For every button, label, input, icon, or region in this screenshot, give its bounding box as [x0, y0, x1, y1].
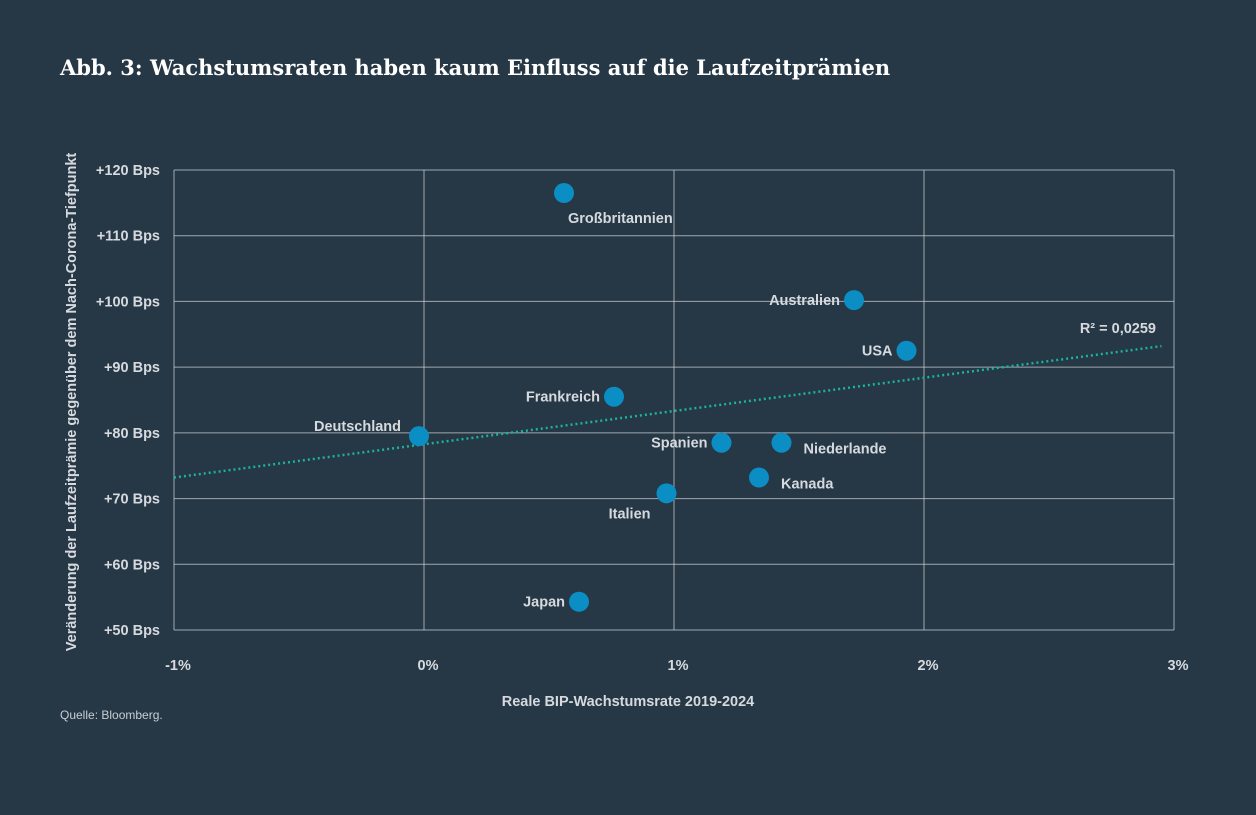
- x-tick-label: 2%: [918, 658, 939, 674]
- y-tick-label: +120 Bps: [96, 163, 160, 179]
- y-tick-label: +70 Bps: [104, 492, 160, 508]
- y-tick-label: +110 Bps: [97, 229, 160, 245]
- y-tick-label: +100 Bps: [96, 294, 160, 310]
- data-point: [409, 426, 429, 447]
- x-tick-labels: -1% 0% 1% 2% 3%: [165, 658, 1188, 674]
- data-point: [711, 432, 732, 453]
- data-point-label: Frankreich: [526, 390, 600, 406]
- y-tick-labels: +120 Bps +110 Bps +100 Bps +90 Bps +80 Bps +7…: [96, 163, 160, 639]
- data-point: [569, 591, 589, 612]
- trend-line: [173, 344, 1162, 479]
- x-axis-label: Reale BIP-Wachstumsrate 2019-2024: [502, 694, 755, 710]
- data-point: [554, 183, 574, 203]
- grid-layer: [173, 169, 1175, 631]
- data-point: [771, 432, 792, 453]
- data-point-label: Japan: [523, 595, 565, 611]
- data-point-label: Italien: [609, 506, 651, 522]
- data-point: [656, 483, 677, 504]
- data-point: [604, 386, 624, 407]
- data-point: [896, 340, 917, 361]
- x-tick-label: -1%: [165, 658, 191, 674]
- chart-title: Abb. 3: Wachstumsraten haben kaum Einflu…: [60, 55, 891, 80]
- data-point-label: Deutschland: [314, 419, 401, 435]
- data-point: [844, 290, 864, 311]
- x-tick-label: 0%: [418, 658, 439, 674]
- source-note: Quelle: Bloomberg.: [60, 708, 163, 722]
- data-point-label: Australien: [769, 293, 840, 309]
- data-point-label: Spanien: [651, 436, 707, 452]
- x-tick-label: 1%: [668, 658, 689, 674]
- y-tick-label: +80 Bps: [104, 426, 160, 442]
- r-squared-label: R² = 0,0259: [1080, 321, 1156, 337]
- data-point-label: Niederlande: [804, 442, 887, 458]
- x-tick-label: 3%: [1168, 658, 1189, 674]
- data-point: [749, 467, 769, 488]
- y-tick-label: +60 Bps: [104, 557, 160, 573]
- data-point-label: Großbritannien: [568, 211, 673, 227]
- y-tick-label: +50 Bps: [104, 623, 160, 639]
- y-axis-label: Veränderung der Laufzeitprämie gegenüber…: [64, 153, 80, 652]
- data-point-label: USA: [862, 344, 893, 360]
- y-tick-label: +90 Bps: [104, 360, 160, 376]
- data-point-label: Kanada: [781, 477, 834, 493]
- data-points: Großbritannien Australien USA Frankreich Deu…: [314, 183, 917, 612]
